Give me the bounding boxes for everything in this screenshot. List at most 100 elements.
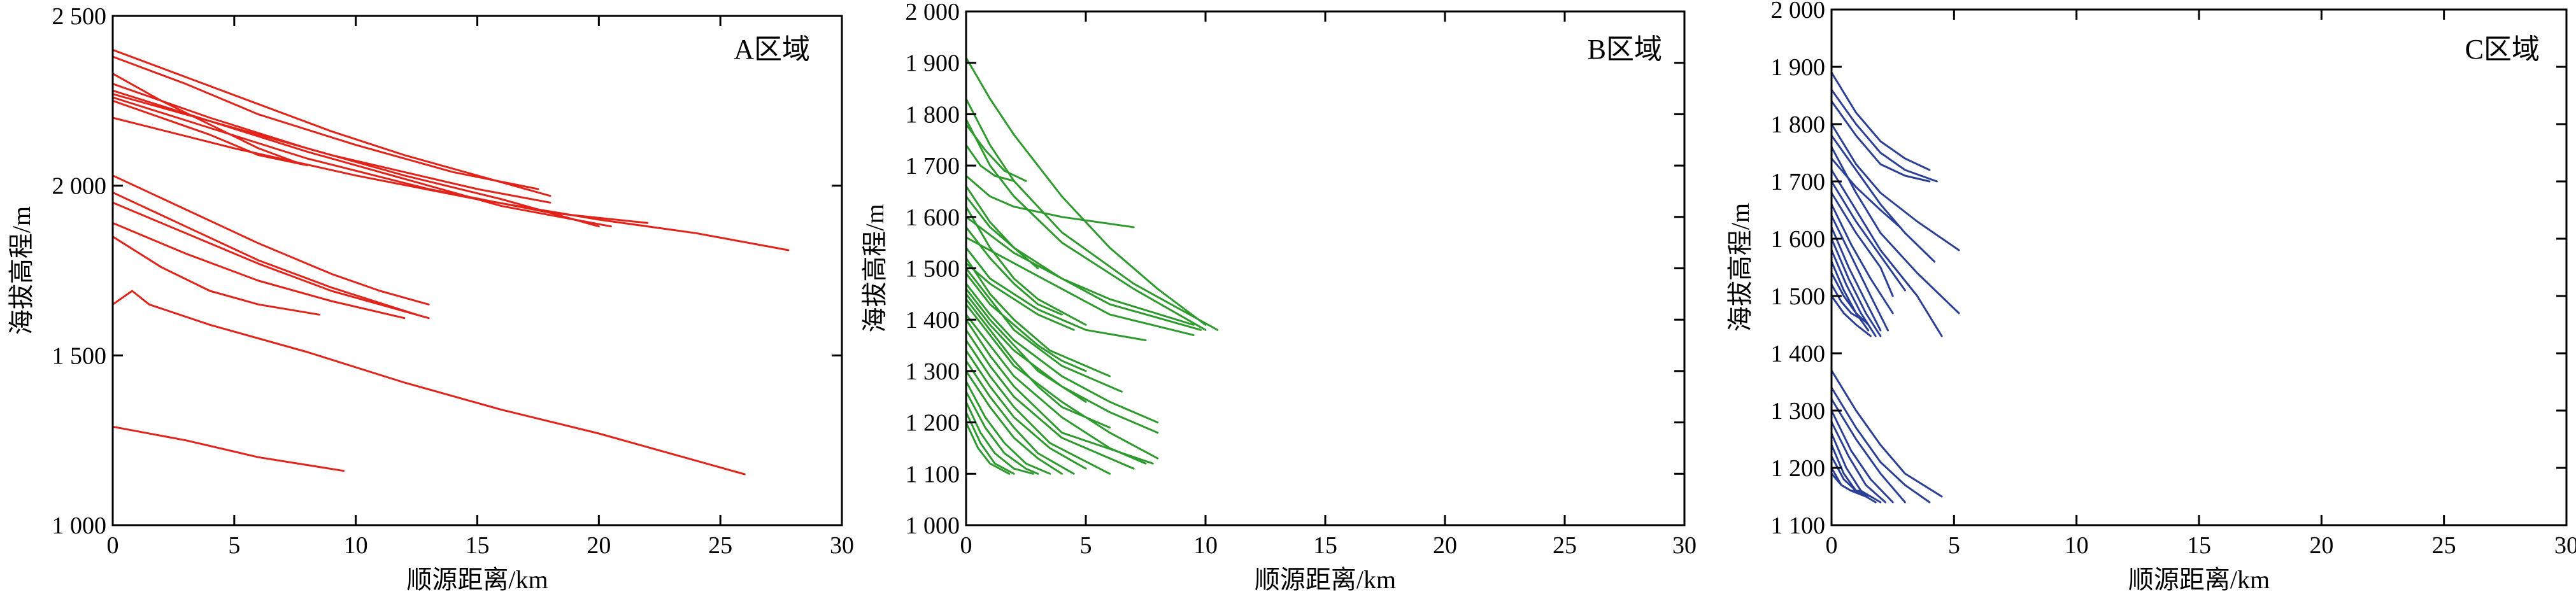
series-line-33 [965, 298, 1111, 429]
series-line-15 [111, 290, 746, 476]
y-tick-label: 1 000 [906, 512, 960, 539]
x-tick-label: 25 [2432, 532, 2456, 559]
series-line-1 [111, 48, 551, 197]
plot-area [1830, 71, 1960, 504]
panel-a: A区域 顺源距离/km 海拔高程/m 0 5 10 15 20 25 30 1 000 1 50… [7, 3, 854, 592]
series-line-8 [111, 73, 296, 163]
series-line-4 [1830, 123, 1960, 251]
series-line-26 [965, 411, 1015, 475]
series-line-4 [965, 123, 1027, 182]
panel-label: A区域 [734, 34, 810, 65]
series-line-28 [965, 226, 1063, 316]
series-line-14 [1830, 237, 1882, 337]
y-tick-label: 1 500 [1771, 283, 1826, 310]
series-line-10 [111, 174, 430, 306]
plot-area [111, 48, 790, 476]
x-tick-label: 20 [1433, 532, 1457, 559]
x-axis-title: 顺源距离/km [2128, 565, 2270, 592]
axis-ticks: 0 5 10 15 20 25 30 1 100 1 200 1 300 1 400 1 500 1 6… [1771, 0, 2576, 559]
panel-b: B区域 顺源距离/km 海拔高程/m 0 5 10 15 20 25 30 1 000 1 10… [860, 0, 1697, 592]
series-line-14 [965, 293, 1159, 434]
x-tick-label: 5 [1948, 532, 1960, 559]
series-line-12 [111, 201, 430, 320]
series-line-31 [965, 267, 1123, 393]
x-tick-label: 5 [1080, 532, 1092, 559]
y-tick-label: 1 000 [52, 512, 107, 539]
y-axis-title: 海拔高程/m [860, 204, 889, 332]
y-tick-label: 1 400 [1771, 341, 1826, 367]
series-line-24 [965, 390, 1039, 475]
series-line-29 [965, 206, 1087, 326]
series-line-18 [965, 328, 1135, 470]
series-line-5 [1830, 134, 1936, 263]
series-line-24 [1830, 421, 1887, 504]
series-line-2 [111, 55, 539, 190]
x-tick-label: 25 [708, 532, 732, 559]
series-line-1 [1830, 71, 1931, 171]
series-line-8 [1830, 169, 1943, 337]
x-tick-label: 20 [587, 532, 611, 559]
x-axis-title: 顺源距离/km [406, 565, 548, 592]
x-tick-label: 10 [2065, 532, 2089, 559]
series-line-13 [1830, 226, 1882, 332]
y-tick-label: 1 900 [1771, 54, 1826, 81]
series-line-30 [965, 257, 1111, 377]
series-line-21 [1830, 386, 1931, 504]
series-line-17 [965, 318, 1154, 465]
axis-ticks: 0 5 10 15 20 25 30 1 000 1 100 1 200 1 300 1 400 1 5… [906, 0, 1697, 559]
series-line-23 [965, 380, 1051, 475]
y-tick-label: 1 100 [906, 461, 960, 488]
series-line-1 [965, 57, 1207, 326]
x-tick-label: 5 [228, 532, 240, 559]
series-line-29 [1830, 472, 1862, 492]
series-line-10 [1830, 192, 1894, 297]
series-line-3 [1830, 100, 1931, 183]
series-line-6 [111, 93, 551, 204]
x-tick-label: 15 [466, 532, 490, 559]
series-line-27 [965, 421, 1011, 475]
x-tick-label: 30 [830, 532, 854, 559]
x-tick-label: 10 [1193, 532, 1218, 559]
y-tick-label: 1 200 [906, 410, 960, 437]
y-tick-label: 2 000 [52, 173, 107, 200]
x-tick-label: 20 [2309, 532, 2333, 559]
series-line-19 [965, 339, 1111, 475]
y-tick-label: 1 700 [906, 153, 960, 180]
panel-label: C区域 [2465, 34, 2540, 65]
y-tick-label: 1 700 [1771, 169, 1826, 195]
series-line-12 [1830, 215, 1889, 332]
y-tick-label: 1 300 [906, 358, 960, 385]
x-tick-label: 30 [2554, 532, 2576, 559]
y-tick-label: 1 200 [1771, 455, 1826, 482]
series-line-9 [965, 236, 1195, 336]
y-tick-label: 2 000 [1771, 0, 1826, 24]
series-line-3 [111, 83, 600, 228]
series-line-32 [965, 288, 1087, 403]
series-line-16 [111, 425, 345, 472]
x-tick-label: 0 [1826, 532, 1838, 559]
y-tick-label: 2 000 [906, 0, 960, 25]
y-tick-label: 1 400 [906, 307, 960, 334]
y-axis-title: 海拔高程/m [1726, 203, 1754, 332]
axis-ticks: 0 5 10 15 20 25 30 1 000 1 500 2 000 2 500 [52, 3, 855, 559]
y-tick-label: 1 600 [1771, 226, 1826, 253]
series-line-22 [965, 370, 1063, 475]
series-line-18 [1830, 283, 1862, 320]
series-line-4 [111, 89, 612, 228]
series-line-7 [111, 116, 790, 251]
series-line-10 [965, 246, 1147, 341]
x-tick-label: 0 [107, 532, 119, 559]
series-line-6 [965, 174, 1135, 229]
series-line-19 [1830, 295, 1872, 337]
series-line-11 [965, 262, 1075, 331]
series-line-2 [965, 97, 1219, 331]
series-line-15 [965, 303, 1159, 460]
plot-area [965, 57, 1219, 475]
y-tick-label: 1 300 [1771, 398, 1826, 425]
series-line-7 [965, 195, 1195, 326]
series-line-11 [1830, 203, 1894, 314]
y-tick-label: 1 900 [906, 50, 960, 77]
panel-c: C区域 顺源距离/km 海拔高程/m 0 5 10 15 20 25 30 1 100 1 20… [1726, 0, 2576, 592]
x-tick-label: 15 [2187, 532, 2211, 559]
